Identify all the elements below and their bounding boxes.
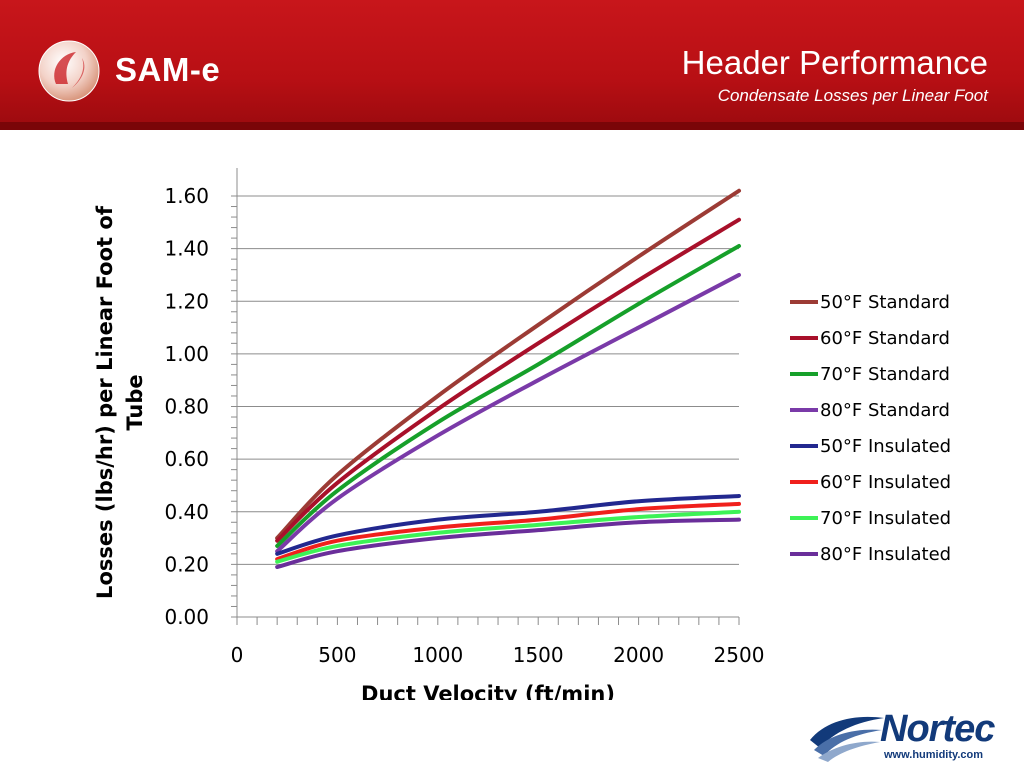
- series-line-0: [275, 188, 741, 541]
- y-tick-label: 1.00: [164, 342, 209, 366]
- series-line-2: [275, 243, 741, 548]
- legend-label: 60°F Insulated: [820, 472, 951, 493]
- y-tick-label: 1.40: [164, 237, 209, 261]
- legend-label: 60°F Standard: [820, 328, 950, 349]
- y-tick-label: 1.20: [164, 289, 209, 313]
- series-line-7: [275, 517, 741, 570]
- legend-label: 50°F Insulated: [820, 436, 951, 457]
- y-tick-label: 0.80: [164, 395, 209, 419]
- y-tick-label: 0.40: [164, 500, 209, 524]
- x-tick-label: 1000: [412, 643, 463, 667]
- x-axis-label: Duct Velocity (ft/min): [361, 682, 615, 700]
- nortec-logo-icon: [810, 716, 884, 762]
- series-line-3: [275, 272, 741, 554]
- legend-label: 70°F Insulated: [820, 508, 951, 529]
- y-axis-label: Losses (lbs/hr) per Linear Foot of Tube: [93, 205, 147, 599]
- nortec-url: www.humidity.com: [884, 749, 984, 761]
- y-tick-label: 0.20: [164, 552, 209, 576]
- sam-e-logo-icon: [38, 40, 100, 102]
- x-tick-label: 500: [318, 643, 356, 667]
- x-tick-label: 0: [231, 643, 244, 667]
- line-chart: 0.00 0.20 0.40 0.60 0.80 1.00 1.20 1.40 1.60 0 500…: [93, 168, 951, 700]
- page-subtitle: Condensate Losses per Linear Foot: [717, 86, 988, 105]
- brand-name: SAM-e: [115, 51, 221, 88]
- nortec-wordmark: Nortec: [880, 708, 995, 750]
- header-banner: SAM-e Header Performance Condensate Loss…: [0, 0, 1024, 130]
- legend-label: 80°F Standard: [820, 400, 950, 421]
- x-tick-label: 2000: [613, 643, 664, 667]
- y-tick-label: 0.60: [164, 447, 209, 471]
- series-line-4: [275, 493, 741, 556]
- y-tick-label: 1.60: [164, 184, 209, 208]
- legend-label: 80°F Insulated: [820, 544, 951, 565]
- x-tick-label: 2500: [714, 643, 765, 667]
- legend-label: 50°F Standard: [820, 292, 950, 313]
- series-line-1: [275, 217, 741, 543]
- series-line-6: [275, 509, 741, 564]
- legend-label: 70°F Standard: [820, 364, 950, 385]
- y-tick-label: 0.00: [164, 605, 209, 629]
- series-line-5: [275, 501, 741, 562]
- header-stripe: [0, 122, 1024, 130]
- page-title: Header Performance: [681, 44, 988, 81]
- x-tick-label: 1500: [513, 643, 564, 667]
